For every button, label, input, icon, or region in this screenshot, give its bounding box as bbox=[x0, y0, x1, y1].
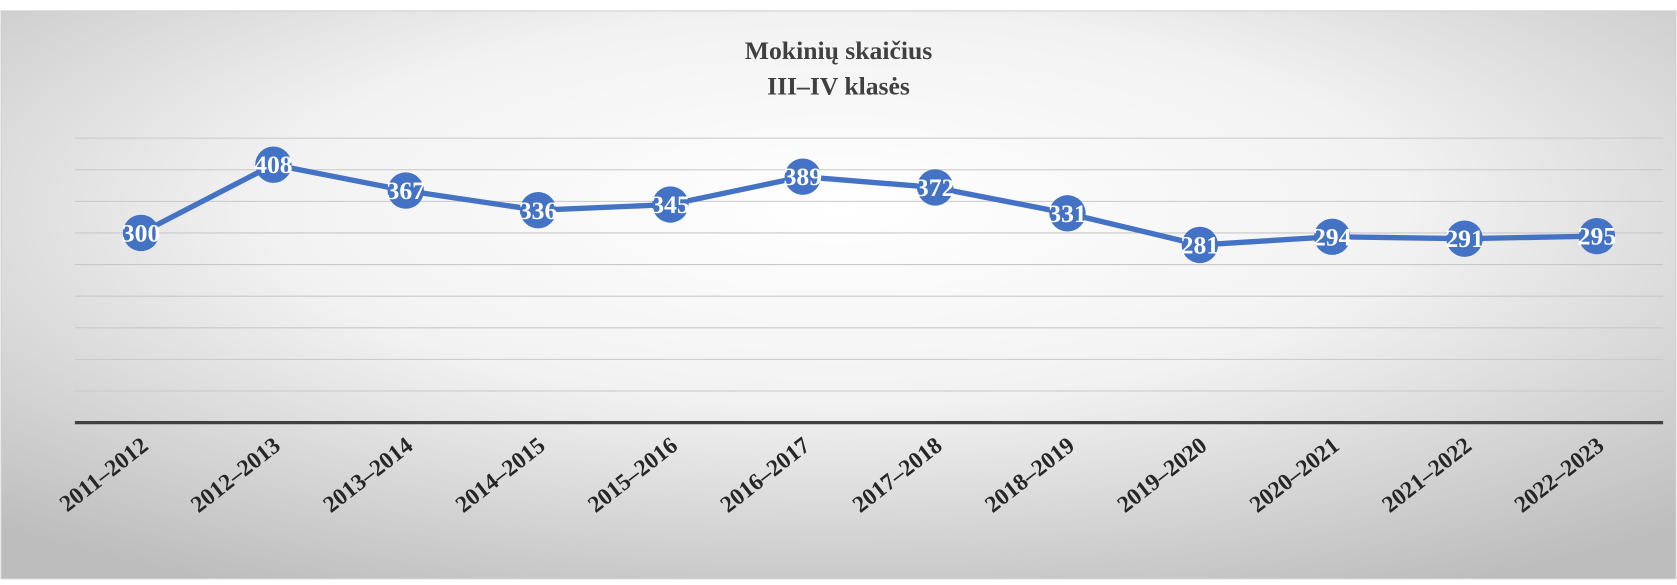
data-label: 295 bbox=[1578, 222, 1616, 251]
data-label: 372 bbox=[916, 173, 954, 202]
data-label: 389 bbox=[784, 162, 822, 191]
chart-title: Mokinių skaičius bbox=[745, 36, 933, 65]
point bbox=[1049, 195, 1086, 232]
data-label: 294 bbox=[1313, 222, 1352, 251]
point bbox=[519, 192, 557, 229]
point bbox=[122, 214, 160, 252]
point bbox=[255, 146, 292, 183]
point bbox=[1578, 217, 1616, 255]
line bbox=[139, 162, 1597, 248]
point bbox=[387, 172, 424, 209]
point bbox=[652, 186, 689, 223]
data-label: 281 bbox=[1181, 231, 1219, 260]
data-label: 331 bbox=[1048, 199, 1086, 228]
point bbox=[916, 169, 954, 206]
data-label: 367 bbox=[387, 176, 426, 205]
point bbox=[1314, 218, 1351, 255]
data-label: 408 bbox=[254, 150, 292, 179]
chart-area bbox=[0, 10, 1677, 580]
data-label: 345 bbox=[651, 190, 689, 219]
point bbox=[784, 158, 821, 195]
data-label: 300 bbox=[122, 219, 160, 248]
chart-subtitle: III–IV klasės bbox=[767, 71, 910, 100]
data-label: 291 bbox=[1445, 224, 1483, 253]
point bbox=[1446, 220, 1483, 257]
data-label: 336 bbox=[519, 196, 558, 225]
point bbox=[1181, 226, 1219, 264]
